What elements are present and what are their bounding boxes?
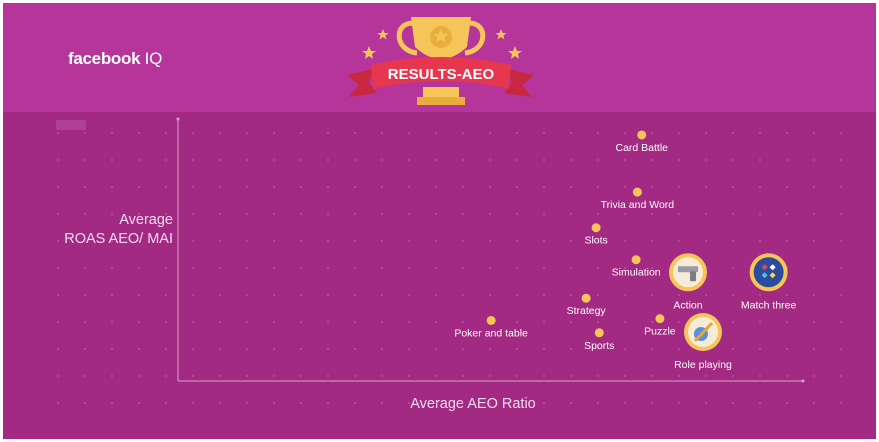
point-label: Slots [584,235,607,247]
x-axis-label: Average AEO Ratio [410,396,536,412]
gem-icon [761,272,768,279]
point-label: Sports [584,340,614,352]
gun-icon [678,266,698,273]
data-point [637,130,647,140]
data-point [655,314,665,324]
results-aeo-badge: RESULTS-AEO [333,13,548,109]
header-band: facebook IQ [3,3,876,112]
star-icon [495,29,507,40]
scatter-plot: Card Battle Trivia and Word Slots Simulatio… [57,117,842,404]
slide: facebook IQ [3,3,876,439]
star-icon [508,46,522,59]
point-label: Match three [741,299,797,311]
data-point [581,293,591,303]
trophy-icon: RESULTS-AEO [347,17,534,105]
badge-text: RESULTS-AEO [388,66,495,83]
point-label: Strategy [567,305,607,317]
facebook-iq-logo: facebook IQ [68,49,163,68]
point-label: Role playing [674,359,732,371]
point-label: Trivia and Word [601,199,675,211]
y-axis-label: Average ROAS AEO/ MAI [64,212,173,247]
point-label: Card Battle [615,142,668,154]
sword-icon [693,321,714,343]
point-label: Poker and table [454,327,528,339]
x-axis-cap [801,379,805,383]
data-point [591,223,601,233]
placeholder-box [56,120,86,130]
gem-icon [769,272,776,279]
star-icon [377,29,389,40]
data-point [631,255,641,265]
gem-icon [769,264,776,271]
gun-icon-grip [690,271,696,282]
gems-icon-bg [753,257,784,288]
point-label: Simulation [612,267,661,279]
y-axis-cap [176,117,180,121]
grid-dots [57,132,842,404]
data-point [594,328,604,338]
point-label: Puzzle [644,326,676,338]
star-icon [362,46,376,59]
data-point [632,187,642,197]
point-label: Action [673,299,702,311]
gem-icon [761,264,768,271]
data-point [486,315,496,325]
